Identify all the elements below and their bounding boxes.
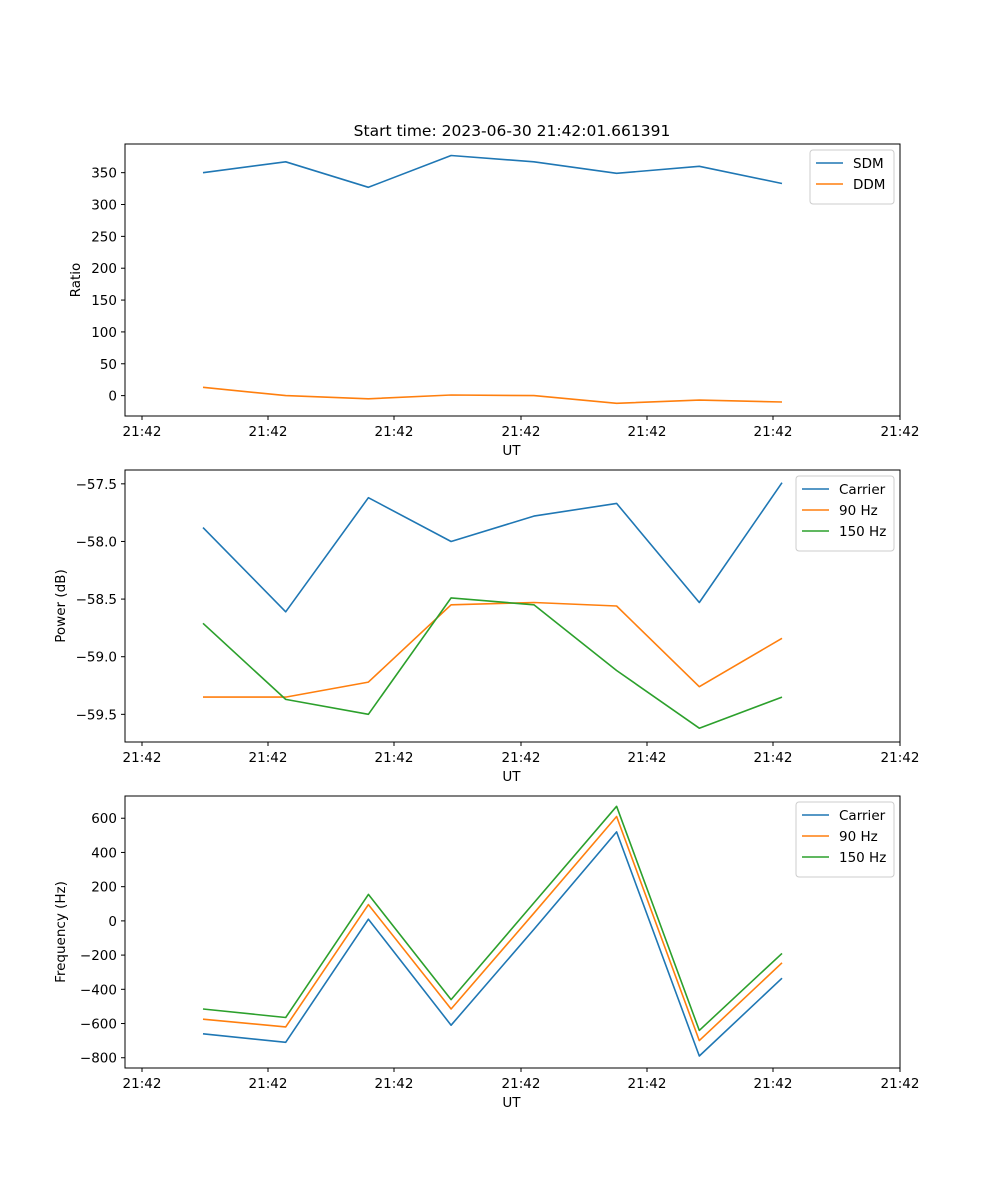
frequency-xtick-label: 21:42 [249, 1076, 288, 1092]
power-xtick-label: 21:42 [881, 750, 920, 766]
power-series-line-carrier [202, 482, 783, 613]
power-ytick-label: −57.5 [76, 477, 117, 493]
frequency-xtick-label: 21:42 [123, 1076, 162, 1092]
frequency-ytick-label: −600 [80, 1017, 117, 1033]
frequency-legend-label: 150 Hz [839, 850, 886, 866]
frequency-xtick-label: 21:42 [628, 1076, 667, 1092]
frequency-ytick-label: −200 [80, 948, 117, 964]
frequency-ytick-label: −400 [80, 982, 117, 998]
power-xtick-label: 21:42 [502, 750, 541, 766]
frequency-ytick-label: 400 [91, 845, 117, 861]
power-ytick-label: −58.5 [76, 592, 117, 608]
frequency-series-line-90-hz [202, 815, 783, 1042]
power-legend-label: Carrier [839, 482, 886, 498]
power-legend-label: 150 Hz [839, 524, 886, 540]
frequency-xtick-label: 21:42 [881, 1076, 920, 1092]
ratio-ytick-label: 0 [108, 389, 117, 405]
frequency-ytick-label: 0 [108, 914, 117, 930]
frequency-ytick-label: 600 [91, 811, 117, 827]
power-ytick-label: −59.5 [76, 707, 117, 723]
frequency-xtick-label: 21:42 [754, 1076, 793, 1092]
ratio-legend-label: DDM [853, 177, 885, 193]
ratio-legend-label: SDM [853, 156, 884, 172]
figure-title: Start time: 2023-06-30 21:42:01.661391 [354, 122, 671, 140]
power-xtick-label: 21:42 [123, 750, 162, 766]
panel-power: −59.5 −59.0 −58.5 −58.0 −57.5 21:42 21:42 21:42… [53, 469, 920, 785]
ratio-xtick-label: 21:42 [628, 424, 667, 440]
power-ylabel: Power (dB) [53, 569, 69, 642]
ratio-xtick-label: 21:42 [754, 424, 793, 440]
ratio-ytick-label: 150 [91, 293, 117, 309]
ratio-series-line-ddm [202, 386, 783, 405]
ratio-xtick-label: 21:42 [249, 424, 288, 440]
power-xtick-label: 21:42 [628, 750, 667, 766]
ratio-xtick-label: 21:42 [375, 424, 414, 440]
ratio-xlabel: UT [502, 443, 521, 459]
frequency-axes-frame [124, 795, 901, 1069]
ratio-series-line-sdm [202, 154, 783, 189]
frequency-xtick-label: 21:42 [375, 1076, 414, 1092]
power-series-line-90-hz [203, 601, 783, 698]
ratio-ylabel: Ratio [68, 263, 84, 298]
power-xtick-label: 21:42 [754, 750, 793, 766]
frequency-series-line-150-hz [202, 805, 783, 1032]
frequency-legend [795, 801, 895, 878]
ratio-ytick-label: 100 [91, 325, 117, 341]
power-axes-frame [124, 469, 901, 743]
power-legend-label: 90 Hz [839, 503, 878, 519]
power-xtick-label: 21:42 [375, 750, 414, 766]
ratio-ytick-label: 50 [100, 357, 117, 373]
ratio-axes-frame [124, 143, 901, 417]
ratio-ytick-label: 300 [91, 198, 117, 214]
frequency-legend-label: Carrier [839, 808, 886, 824]
frequency-ytick-label: −800 [80, 1051, 117, 1067]
frequency-xtick-label: 21:42 [502, 1076, 541, 1092]
ratio-ytick-label: 200 [91, 261, 117, 277]
frequency-ytick-label: 200 [91, 880, 117, 896]
power-ytick-label: −58.0 [76, 534, 117, 550]
frequency-series-line-carrier [202, 831, 783, 1057]
frequency-legend-label: 90 Hz [839, 829, 878, 845]
frequency-xlabel: UT [502, 1095, 521, 1111]
ratio-xtick-label: 21:42 [502, 424, 541, 440]
panel-frequency: −800 −600 −400 −200 0 200 400 600 21:42 21:42 21:4… [53, 795, 920, 1111]
ratio-ytick-label: 250 [91, 229, 117, 245]
frequency-ylabel: Frequency (Hz) [53, 881, 69, 983]
ratio-ytick-label: 350 [91, 166, 117, 182]
power-xtick-label: 21:42 [249, 750, 288, 766]
panel-ratio: 0 50 100 150 200 250 300 350 21:42 21:42 21:42 21:4… [68, 143, 920, 459]
power-ytick-label: −59.0 [76, 650, 117, 666]
ratio-xtick-label: 21:42 [881, 424, 920, 440]
power-xlabel: UT [502, 769, 521, 785]
power-legend [795, 475, 895, 552]
ratio-xtick-label: 21:42 [123, 424, 162, 440]
power-series-line-150-hz [202, 597, 783, 730]
